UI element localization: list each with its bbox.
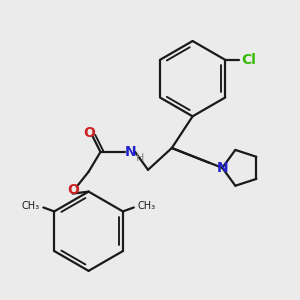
Text: O: O [84, 126, 95, 140]
Text: N: N [124, 145, 136, 159]
Text: N: N [217, 161, 228, 175]
Text: CH₃: CH₃ [21, 202, 39, 212]
Text: CH₃: CH₃ [138, 202, 156, 212]
Text: Cl: Cl [241, 53, 256, 67]
Text: O: O [67, 183, 79, 196]
Text: H: H [136, 153, 144, 163]
